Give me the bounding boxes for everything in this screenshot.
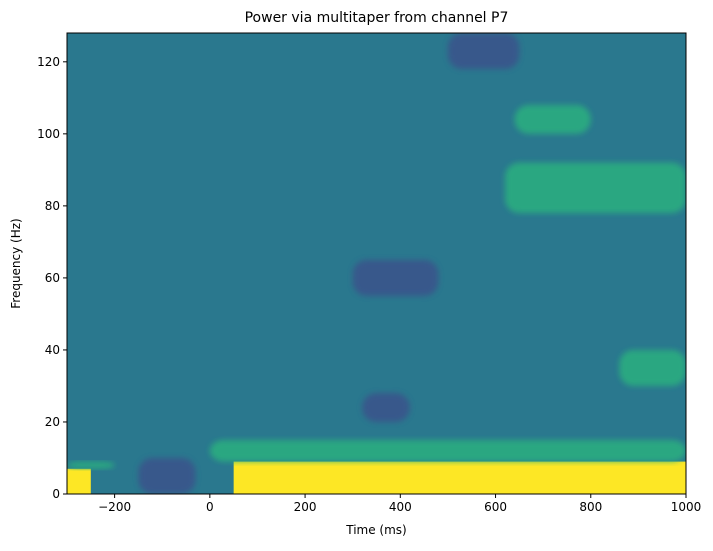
- x-axis: −200 0 200 400 600 800 1000: [98, 494, 701, 514]
- heatmap-region-low-5: [447, 33, 520, 70]
- y-axis: 0 20 40 60 80 100 120: [37, 55, 67, 501]
- heatmap-region-high-8: [505, 162, 686, 214]
- heatmap-region-low-4: [138, 457, 196, 494]
- heatmap-region-peak-0: [233, 461, 686, 494]
- chart-title: Power via multitaper from channel P7: [245, 10, 509, 26]
- x-tick-label: −200: [98, 500, 131, 514]
- y-tick-label: 20: [45, 415, 60, 429]
- x-tick-label: 600: [484, 500, 507, 514]
- x-tick-label: 0: [206, 500, 214, 514]
- plot-frame: [66, 32, 687, 495]
- heatmap-region-low-6: [352, 259, 439, 296]
- heatmap-region-high-10: [619, 349, 686, 386]
- plot-area: [67, 33, 686, 494]
- y-tick-label: 120: [37, 55, 60, 69]
- y-tick-label: 60: [45, 271, 60, 285]
- x-tick-label: 200: [294, 500, 317, 514]
- x-tick-label: 1000: [671, 500, 702, 514]
- heatmap-region-high-3: [209, 439, 686, 462]
- x-tick-label: 400: [389, 500, 412, 514]
- heatmap-region-low-7: [362, 393, 410, 422]
- y-tick-label: 80: [45, 199, 60, 213]
- heatmap-region-high-9: [514, 105, 591, 134]
- y-tick-label: 0: [52, 487, 60, 501]
- heatmap-region-high-2: [67, 461, 115, 469]
- y-axis-label: Frequency (Hz): [9, 218, 23, 309]
- heatmap-region-peak-1: [67, 468, 91, 494]
- x-axis-label: Time (ms): [345, 523, 407, 537]
- x-tick-label: 800: [579, 500, 602, 514]
- y-tick-label: 100: [37, 127, 60, 141]
- y-tick-label: 40: [45, 343, 60, 357]
